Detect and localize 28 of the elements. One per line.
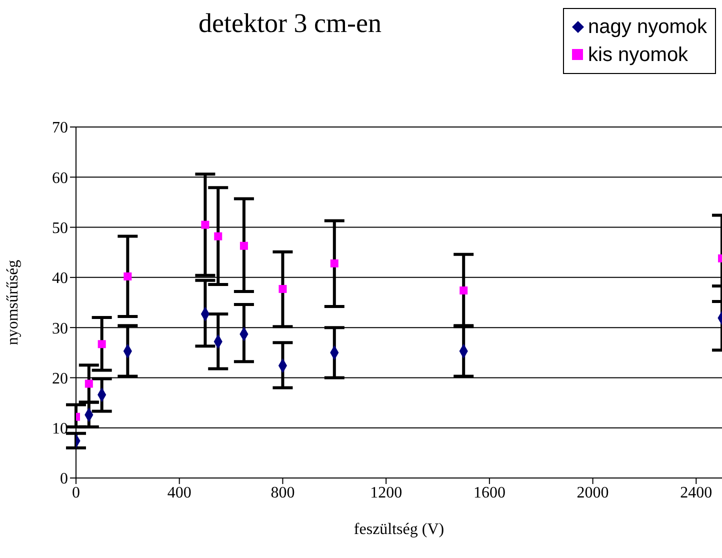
x-axis-title: feszültség (V): [354, 521, 444, 538]
y-axis-title: nyomsűrűség: [4, 260, 22, 346]
y-tick-label: 60: [52, 170, 68, 187]
y-tick-label: 20: [52, 370, 68, 388]
point: [201, 220, 210, 229]
x-tick-label: 2400: [680, 484, 712, 502]
x-tick-label: 1600: [473, 484, 506, 502]
chart-title: detektor 3 cm-en: [198, 8, 382, 39]
point: [460, 286, 468, 294]
point: [98, 340, 106, 348]
point: [214, 232, 222, 240]
x-tick-label: 400: [167, 484, 192, 502]
point: [124, 272, 132, 280]
point: [330, 259, 338, 268]
legend-label: nagy nyomok: [588, 15, 707, 40]
point: [84, 380, 93, 388]
y-tick-label: 0: [60, 470, 68, 488]
y-tick-label: 30: [52, 320, 68, 338]
x-tick-label: 800: [270, 484, 295, 502]
point: [278, 284, 287, 293]
y-tick-label: 40: [52, 270, 68, 288]
point: [240, 242, 248, 250]
x-tick-label: 2000: [576, 484, 609, 502]
x-tick-label: 0: [72, 484, 80, 502]
y-tick-label: 70: [52, 120, 68, 137]
y-tick-label: 50: [52, 220, 68, 237]
x-tick-label: 1200: [370, 484, 402, 502]
legend-label: kis nyomok: [588, 43, 688, 68]
